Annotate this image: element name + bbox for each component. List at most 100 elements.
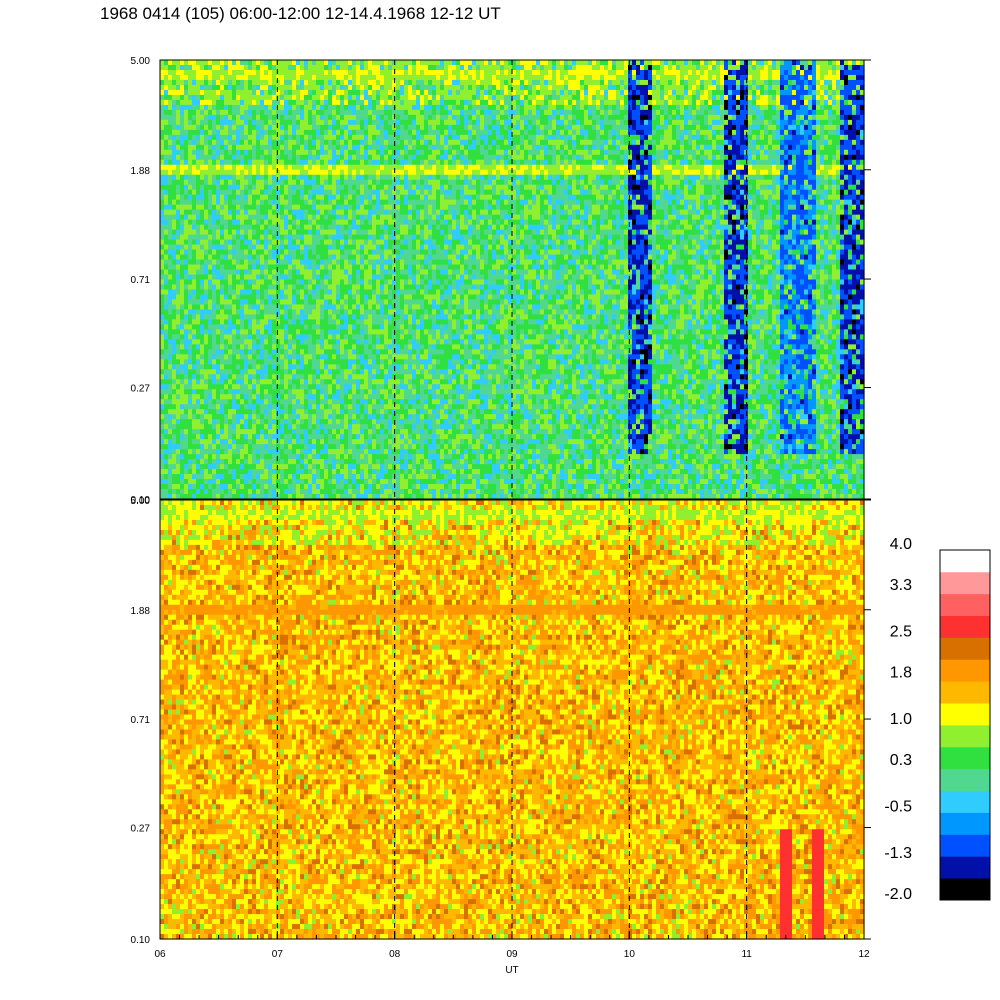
heatmap-cell [304, 200, 309, 206]
heatmap-cell [316, 95, 321, 101]
heatmap-cell [208, 215, 213, 221]
heatmap-cell [248, 65, 253, 71]
heatmap-cell [272, 359, 277, 365]
heatmap-cell [204, 384, 209, 390]
heatmap-cell [272, 469, 277, 475]
heatmap-cell [232, 140, 237, 146]
heatmap-cell [188, 319, 193, 325]
heatmap-cell [232, 185, 237, 191]
heatmap-cell [164, 150, 169, 156]
heatmap-cell [212, 484, 217, 490]
heatmap-cell [316, 280, 321, 286]
heatmap-cell [200, 180, 205, 186]
heatmap-cell [164, 125, 169, 131]
heatmap-cell [276, 90, 281, 96]
heatmap-cell [264, 469, 269, 475]
heatmap-cell [296, 354, 301, 360]
heatmap-cell [288, 255, 293, 261]
heatmap-cell [316, 175, 321, 181]
heatmap-cell [196, 160, 201, 166]
heatmap-cell [172, 280, 177, 286]
heatmap-cell [204, 275, 209, 281]
heatmap-cell [176, 404, 181, 410]
heatmap-cell [176, 280, 181, 286]
heatmap-cell [164, 205, 169, 211]
heatmap-cell [304, 115, 309, 121]
heatmap-cell [220, 125, 225, 131]
heatmap-cell [172, 354, 177, 360]
heatmap-cell [272, 324, 277, 330]
heatmap-cell [344, 235, 349, 241]
heatmap-cell [248, 314, 253, 320]
heatmap-cell [352, 210, 357, 216]
heatmap-cell [276, 190, 281, 196]
heatmap-cell [208, 289, 213, 295]
heatmap-cell [208, 230, 213, 236]
heatmap-cell [188, 389, 193, 395]
heatmap-cell [164, 170, 169, 176]
heatmap-cell [256, 309, 261, 315]
heatmap-cell [220, 414, 225, 420]
heatmap-cell [200, 469, 205, 475]
heatmap-cell [196, 389, 201, 395]
heatmap-cell [348, 95, 353, 101]
heatmap-cell [220, 260, 225, 266]
heatmap-cell [216, 474, 221, 480]
heatmap-cell [232, 130, 237, 136]
heatmap-cell [244, 314, 249, 320]
heatmap-cell [168, 275, 173, 281]
heatmap-cell [320, 260, 325, 266]
heatmap-cell [244, 60, 249, 66]
heatmap-cell [300, 205, 305, 211]
heatmap-cell [220, 389, 225, 395]
heatmap-cell [268, 364, 273, 370]
heatmap-cell [168, 459, 173, 465]
heatmap-cell [164, 105, 169, 111]
heatmap-cell [172, 165, 177, 171]
heatmap-cell [192, 384, 197, 390]
heatmap-cell [340, 434, 345, 440]
heatmap-cell [332, 334, 337, 340]
heatmap-cell [236, 454, 241, 460]
heatmap-cell [332, 240, 337, 246]
heatmap-cell [260, 270, 265, 276]
heatmap-cell [296, 205, 301, 211]
heatmap-cell [200, 289, 205, 295]
heatmap-cell [348, 449, 353, 455]
heatmap-cell [340, 95, 345, 101]
heatmap-cell [184, 419, 189, 425]
heatmap-cell [312, 220, 317, 226]
heatmap-cell [328, 205, 333, 211]
heatmap-cell [276, 165, 281, 171]
heatmap-cell [300, 469, 305, 475]
heatmap-cell [196, 484, 201, 490]
heatmap-cell [296, 185, 301, 191]
heatmap-cell [256, 265, 261, 271]
heatmap-cell [332, 324, 337, 330]
heatmap-cell [344, 185, 349, 191]
heatmap-cell [168, 165, 173, 171]
heatmap-cell [300, 354, 305, 360]
heatmap-cell [216, 260, 221, 266]
heatmap-cell [340, 135, 345, 141]
heatmap-cell [196, 250, 201, 256]
heatmap-cell [312, 319, 317, 325]
heatmap-cell [224, 469, 229, 475]
heatmap-cell [216, 185, 221, 191]
heatmap-cell [312, 399, 317, 405]
heatmap-cell [228, 205, 233, 211]
heatmap-cell [228, 255, 233, 261]
heatmap-cell [340, 120, 345, 126]
heatmap-cell [208, 394, 213, 400]
heatmap-cell [340, 220, 345, 226]
heatmap-cell [316, 369, 321, 375]
heatmap-cell [240, 444, 245, 450]
heatmap-cell [160, 275, 165, 281]
heatmap-cell [160, 70, 165, 76]
heatmap-cell [172, 304, 177, 310]
heatmap-cell [336, 484, 341, 490]
heatmap-cell [164, 489, 169, 495]
heatmap-cell [220, 85, 225, 91]
heatmap-cell [344, 225, 349, 231]
heatmap-cell [272, 190, 277, 196]
